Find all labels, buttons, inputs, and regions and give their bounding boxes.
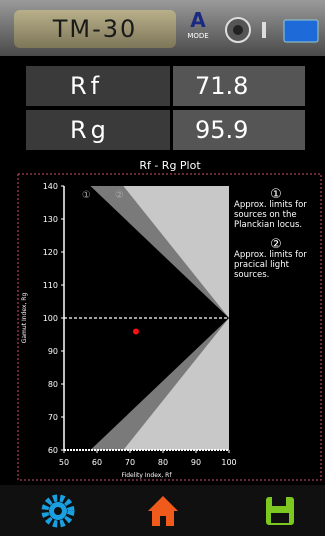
- save-button[interactable]: [266, 497, 294, 525]
- note-text: Approx. limits for pracical light source…: [234, 250, 318, 280]
- region-label: ①: [82, 190, 91, 201]
- x-tick-label: 50: [59, 458, 69, 467]
- y-tick-label: 110: [43, 281, 58, 290]
- note-marker: ①: [234, 190, 318, 200]
- note-text: Approx. limits for sources on the Planck…: [234, 200, 318, 230]
- chart-title: Rf - Rg Plot: [139, 159, 201, 172]
- data-point: [133, 329, 139, 335]
- region-label: ②: [115, 190, 124, 201]
- y-axis-label: Gamut Index, Rg: [21, 293, 28, 344]
- y-tick-label: 100: [43, 314, 58, 323]
- bottom-bar: [0, 485, 325, 536]
- y-tick-label: 140: [43, 182, 58, 191]
- x-tick-label: 100: [221, 458, 236, 467]
- y-tick-label: 80: [48, 380, 58, 389]
- note-marker: ②: [234, 240, 318, 250]
- y-tick-label: 60: [48, 446, 58, 455]
- x-tick-label: 70: [125, 458, 135, 467]
- y-tick-label: 120: [43, 248, 58, 257]
- x-axis-label: Fidelity Index, Rf: [122, 472, 173, 479]
- y-tick-label: 130: [43, 215, 58, 224]
- screen: TM-30 A MODE Rf71.8Rg95.9 Rf - Rg Plot ②…: [0, 0, 325, 536]
- x-tick-label: 80: [158, 458, 168, 467]
- y-tick-label: 70: [48, 413, 58, 422]
- x-tick-label: 60: [92, 458, 102, 467]
- x-tick-label: 90: [191, 458, 201, 467]
- y-tick-label: 90: [48, 347, 58, 356]
